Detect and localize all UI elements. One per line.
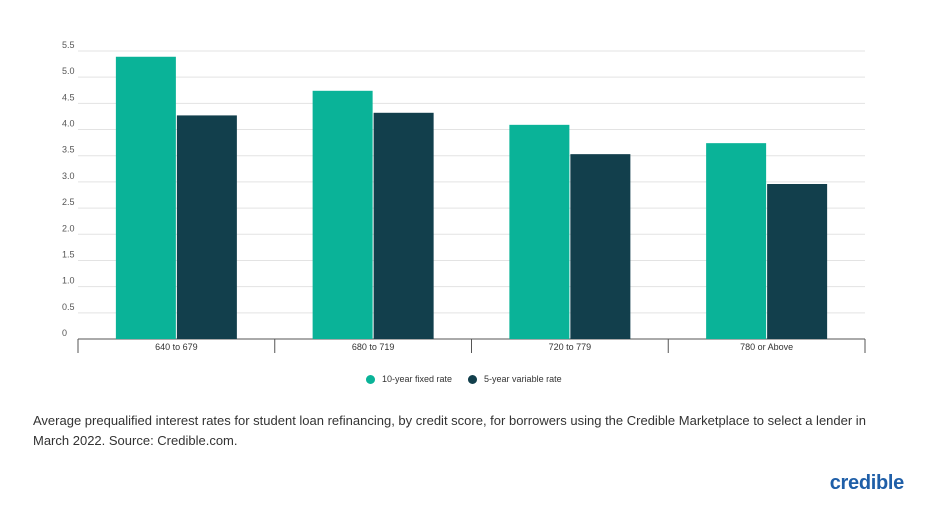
bar-10-year-fixed	[312, 90, 373, 340]
y-tick-label: 4.0	[62, 119, 75, 129]
bar-5-year-variable	[767, 184, 828, 339]
bar-10-year-fixed	[115, 56, 176, 339]
legend-item-5-year-variable: 5-year variable rate	[468, 374, 562, 384]
x-category-label: 780 or Above	[740, 342, 793, 352]
y-tick-label: 5.0	[62, 66, 75, 76]
x-category-label: 640 to 679	[155, 342, 198, 352]
y-tick-label: 2.5	[62, 197, 75, 207]
y-tick-label: 4.5	[62, 92, 75, 102]
chart-caption: Average prequalified interest rates for …	[33, 413, 866, 448]
y-tick-label: 1.5	[62, 249, 75, 259]
legend-label-10-year-fixed: 10-year fixed rate	[382, 374, 453, 384]
y-tick-label: 0.5	[62, 302, 75, 312]
bar-10-year-fixed	[509, 124, 570, 339]
y-tick-label: 0	[62, 328, 67, 338]
legend-label-5-year-variable: 5-year variable rate	[484, 374, 562, 384]
legend-swatch-5-year-variable	[468, 374, 478, 384]
legend-item-10-year-fixed: 10-year fixed rate	[366, 374, 452, 384]
y-tick-label: 1.0	[62, 276, 75, 286]
bar-chart: 0 0.5 1.0 1.5 2.0 2.5 3.0 3.5 4.0 4.5 5.0 5.5 640 to…	[62, 40, 866, 353]
y-tick-label: 3.5	[62, 145, 75, 155]
bar-5-year-variable	[570, 154, 631, 339]
legend-swatch-10-year-fixed	[366, 374, 375, 384]
credible-logo: credible	[829, 472, 905, 494]
bar-5-year-variable	[176, 115, 237, 339]
y-tick-label: 3.0	[62, 171, 75, 181]
y-tick-label: 2.0	[62, 223, 75, 233]
legend: 10-year fixed rate 5-year variable rate	[366, 374, 562, 384]
bar-10-year-fixed	[706, 143, 767, 339]
y-tick-label: 5.5	[62, 40, 75, 50]
bar-5-year-variable	[373, 112, 434, 339]
x-category-label: 720 to 779	[549, 342, 592, 352]
x-category-label: 680 to 719	[352, 342, 395, 352]
